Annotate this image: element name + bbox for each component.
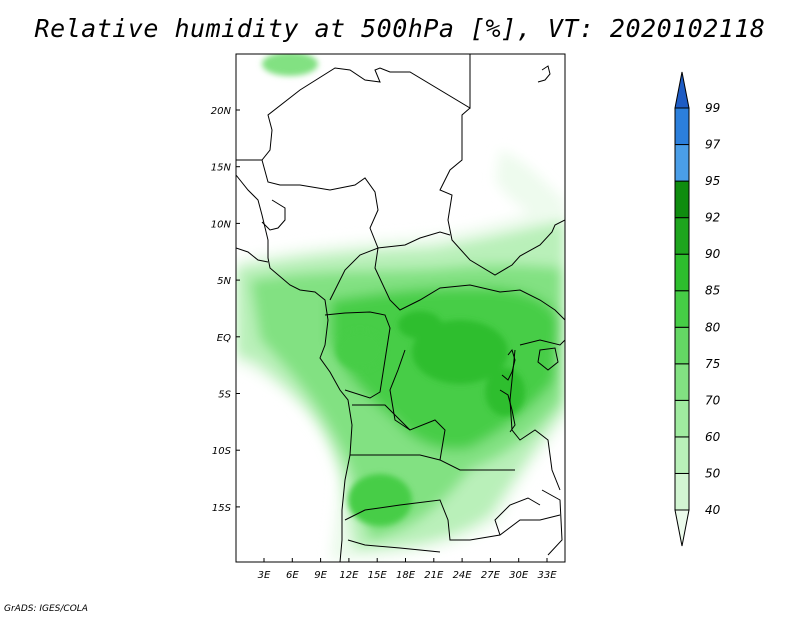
humidity-shading <box>236 54 565 560</box>
border <box>350 454 441 461</box>
colorbar-bin <box>674 180 690 219</box>
lat-tick-label: 15N <box>211 163 232 174</box>
lon-tick-label: 30E <box>509 570 529 581</box>
border <box>236 247 269 263</box>
humidity-core <box>348 474 412 526</box>
lake <box>537 65 551 83</box>
lon-tick-label: 27E <box>481 570 501 581</box>
lat-tick-label: EQ <box>217 333 231 344</box>
colorbar-bin <box>674 107 690 146</box>
border <box>389 349 515 471</box>
lon-tick-label: 21E <box>424 570 444 581</box>
border <box>236 54 471 161</box>
border <box>329 247 565 321</box>
map-frame <box>235 53 566 563</box>
colorbar-bin <box>674 399 690 438</box>
lon-tick-label: 3E <box>258 570 271 581</box>
colorbar-bin <box>674 217 690 255</box>
coastline <box>236 174 353 562</box>
humidity-region-40-north <box>495 150 565 230</box>
lat-tick-label: 10S <box>212 446 232 457</box>
border <box>347 539 441 553</box>
colorbar-label: 92 <box>705 211 720 225</box>
colorbar-label: 50 <box>705 466 721 480</box>
colorbar-label: 70 <box>705 393 721 407</box>
map-title: Relative humidity at 500hPa [%], VT: 202… <box>34 14 766 43</box>
lon-tick-label: 24E <box>453 570 473 581</box>
colorbar-label: 60 <box>705 430 721 444</box>
colorbar-bin <box>674 436 690 474</box>
lon-tick-label: 33E <box>537 570 557 581</box>
lon-tick-label: 9E <box>314 570 327 581</box>
colorbar: 40 50 60 70 75 80 85 90 92 95 97 99 <box>674 71 721 547</box>
colorbar-bin <box>674 326 690 365</box>
colorbar-label: 75 <box>705 357 720 371</box>
lat-tick-label: 5N <box>217 276 231 287</box>
lat-tick-label: 10N <box>211 219 232 230</box>
humidity-core <box>412 320 508 384</box>
colorbar-bin <box>674 363 690 401</box>
credit-text: GrADS: IGES/COLA <box>4 604 88 614</box>
political-boundaries <box>236 54 565 562</box>
lon-tick-label: 6E <box>286 570 299 581</box>
border <box>324 311 391 399</box>
colorbar-bin-below <box>674 509 690 547</box>
humidity-core <box>336 330 384 370</box>
border <box>519 339 565 346</box>
colorbar-label: 85 <box>705 284 720 298</box>
lat-tick-label: 5S <box>218 390 231 401</box>
colorbar-bin <box>674 253 690 292</box>
border <box>261 199 286 231</box>
colorbar-bin <box>674 290 690 328</box>
lake <box>537 347 559 371</box>
lon-tick-label: 15E <box>368 570 388 581</box>
border <box>494 497 541 536</box>
lat-tick-label: 20N <box>211 106 232 117</box>
latitude-axis: 20N 15N 10N 5N EQ 5S 10S 15S <box>211 106 240 514</box>
border <box>439 107 565 276</box>
border <box>352 404 411 431</box>
colorbar-label: 90 <box>705 247 721 261</box>
colorbar-label: 40 <box>705 503 721 517</box>
colorbar-label: 80 <box>705 320 721 334</box>
lon-tick-label: 12E <box>339 570 359 581</box>
humidity-core <box>262 54 318 76</box>
humidity-core <box>485 368 525 416</box>
colorbar-bin-above <box>674 71 690 109</box>
colorbar-bin <box>674 144 690 182</box>
border <box>261 159 451 249</box>
colorbar-label: 95 <box>705 174 720 188</box>
colorbar-label: 97 <box>705 138 721 152</box>
lon-tick-label: 18E <box>396 570 416 581</box>
border <box>541 489 563 556</box>
colorbar-bin <box>674 472 690 511</box>
lake <box>499 389 516 433</box>
longitude-axis: 3E 6E 9E 12E 15E 18E 21E 24E 27E 30E 33E <box>258 558 557 581</box>
humidity-core <box>398 311 442 339</box>
border <box>344 499 561 541</box>
colorbar-label: 99 <box>705 101 720 115</box>
lake <box>501 348 516 381</box>
lat-tick-label: 15S <box>212 503 232 514</box>
